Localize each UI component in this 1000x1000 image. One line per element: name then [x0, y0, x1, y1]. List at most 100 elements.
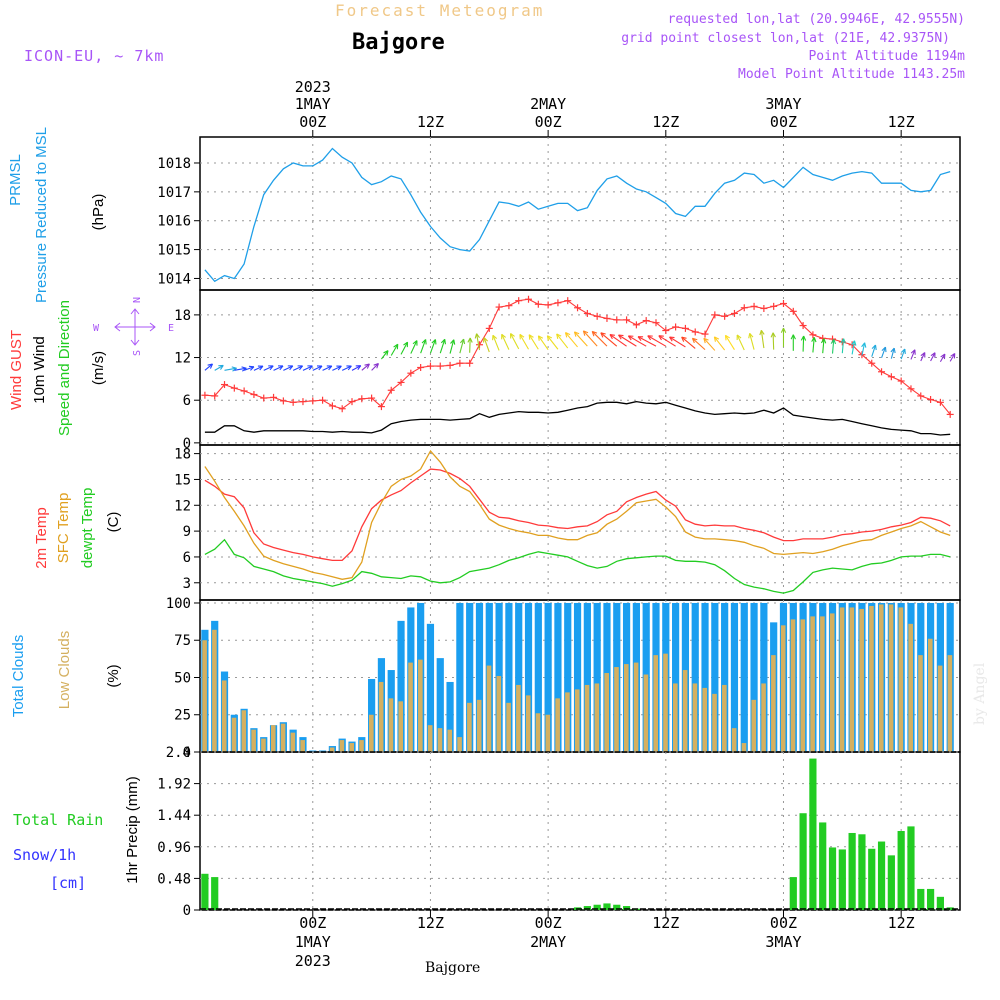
wind-arrow-head	[386, 350, 389, 356]
grid-point-coords: grid point closest lon,lat (21E, 42.9375…	[621, 31, 950, 46]
wind-arrow	[371, 363, 379, 371]
wind-arrow-head	[772, 332, 776, 338]
wind-arrow-head	[893, 347, 896, 354]
wind-arrow	[658, 335, 676, 347]
rain-bar	[877, 841, 886, 910]
wind-arrow-head	[528, 334, 534, 338]
wind-arrow	[332, 365, 342, 371]
rain-bar	[917, 888, 925, 910]
compass-arrow-w	[114, 322, 121, 332]
wind-arrow-head	[469, 337, 473, 343]
wind-arrow	[234, 367, 247, 371]
total-cloud-bar	[505, 602, 513, 752]
wind-arrow-head	[421, 339, 427, 344]
wind-arrow	[681, 336, 696, 349]
wind-arrow	[528, 334, 539, 350]
total-cloud-bar	[466, 602, 474, 752]
wind-arrow	[910, 349, 916, 360]
wind-arrow-head	[703, 338, 706, 344]
wind-arrow	[772, 332, 775, 350]
total-cloud-bar	[564, 602, 572, 752]
wind-arrow	[861, 342, 866, 356]
wind-arrow-head	[920, 352, 926, 357]
low-cloud-bar	[212, 629, 217, 752]
wind-arrow	[224, 367, 237, 371]
low-cloud-bar	[378, 681, 384, 752]
wind-arrow-head	[904, 348, 906, 355]
rain-bar	[211, 877, 219, 910]
wind-arrow	[582, 330, 598, 347]
bottom-xtick-label: 00Z	[299, 914, 326, 932]
wind-arrow	[410, 340, 418, 354]
wind-arrow-head	[248, 365, 254, 368]
low-cloud-bar	[467, 702, 472, 752]
wind-arrow-head	[573, 331, 577, 337]
total-cloud-bar	[721, 602, 729, 752]
ytick-label: 2.4	[166, 745, 191, 761]
wind-arrow	[736, 334, 745, 351]
wind-arrow-head	[207, 363, 213, 366]
wind-arrow	[263, 365, 274, 371]
low-cloud-bar	[221, 680, 227, 752]
compass-n: N	[132, 297, 143, 303]
wind-arrow	[949, 353, 956, 362]
ylabel-dewpt-temp: dewpt Temp	[79, 488, 96, 569]
wind-arrow	[204, 363, 213, 371]
wind-arrow-head	[592, 330, 598, 334]
wind-arrow-head	[669, 336, 673, 342]
ylabel-percent: (%)	[105, 664, 122, 687]
location-title: Bajgore	[352, 30, 445, 55]
rain-bar	[809, 758, 817, 910]
wind-arrow-head	[431, 339, 436, 344]
wind-arrow-head	[760, 329, 765, 335]
rain-bar	[858, 834, 866, 910]
panel-temperature: 3 6 9 12 15 18	[174, 444, 961, 601]
bottom-xtick-label: 2023	[295, 952, 331, 970]
wind-arrow	[361, 363, 370, 371]
wind-arrow-head	[874, 344, 877, 351]
ylabel-1hr-precip: 1hr Precip (mm)	[124, 776, 141, 884]
low-cloud-bar	[408, 662, 413, 752]
wind-arrow-head	[681, 336, 687, 339]
wind-arrow	[920, 352, 926, 362]
wind-arrow-head	[364, 363, 370, 366]
wind-arrow-head	[618, 334, 624, 337]
low-cloud-bar	[486, 665, 492, 752]
low-cloud-bar	[751, 699, 757, 752]
wind-arrow-head	[681, 336, 685, 342]
bottom-xtick-label: 3MAY	[765, 933, 801, 951]
low-cloud-bar	[820, 616, 825, 752]
wind-arrow-head	[483, 337, 489, 342]
low-cloud-bar	[908, 623, 913, 752]
panel-frame	[199, 289, 961, 446]
wind-arrow-head	[853, 340, 857, 346]
wind-arrow-head	[564, 332, 568, 338]
wind-arrow	[637, 336, 657, 347]
wind-arrow-head	[759, 330, 762, 336]
ylabel-total-clouds: Total Clouds	[10, 635, 27, 718]
rain-bar	[907, 826, 915, 910]
ytick-label: 0	[183, 436, 191, 452]
rain-bar	[848, 832, 856, 910]
wind-arrow	[492, 335, 500, 351]
wind-arrow-head	[871, 344, 876, 350]
low-cloud-bar	[682, 670, 688, 752]
compass-e: E	[168, 323, 174, 334]
low-cloud-bar	[918, 655, 923, 752]
low-cloud-bar	[280, 723, 286, 752]
ytick-label: 0.96	[157, 840, 191, 856]
low-cloud-bar	[535, 713, 541, 752]
wind-arrow-head	[492, 334, 498, 339]
low-cloud-bar	[653, 655, 658, 752]
wind-arrow	[322, 365, 333, 371]
compass-s: S	[132, 350, 143, 356]
wind-arrow	[546, 335, 559, 350]
wind-arrow	[591, 331, 608, 347]
ytick-label: 50	[174, 670, 191, 686]
low-cloud-bar	[663, 653, 668, 752]
low-cloud-bar	[437, 728, 443, 752]
low-cloud-bar	[800, 619, 806, 752]
total-cloud-bar	[544, 602, 552, 752]
wind-arrow	[510, 333, 520, 350]
wind-arrow	[725, 335, 735, 350]
